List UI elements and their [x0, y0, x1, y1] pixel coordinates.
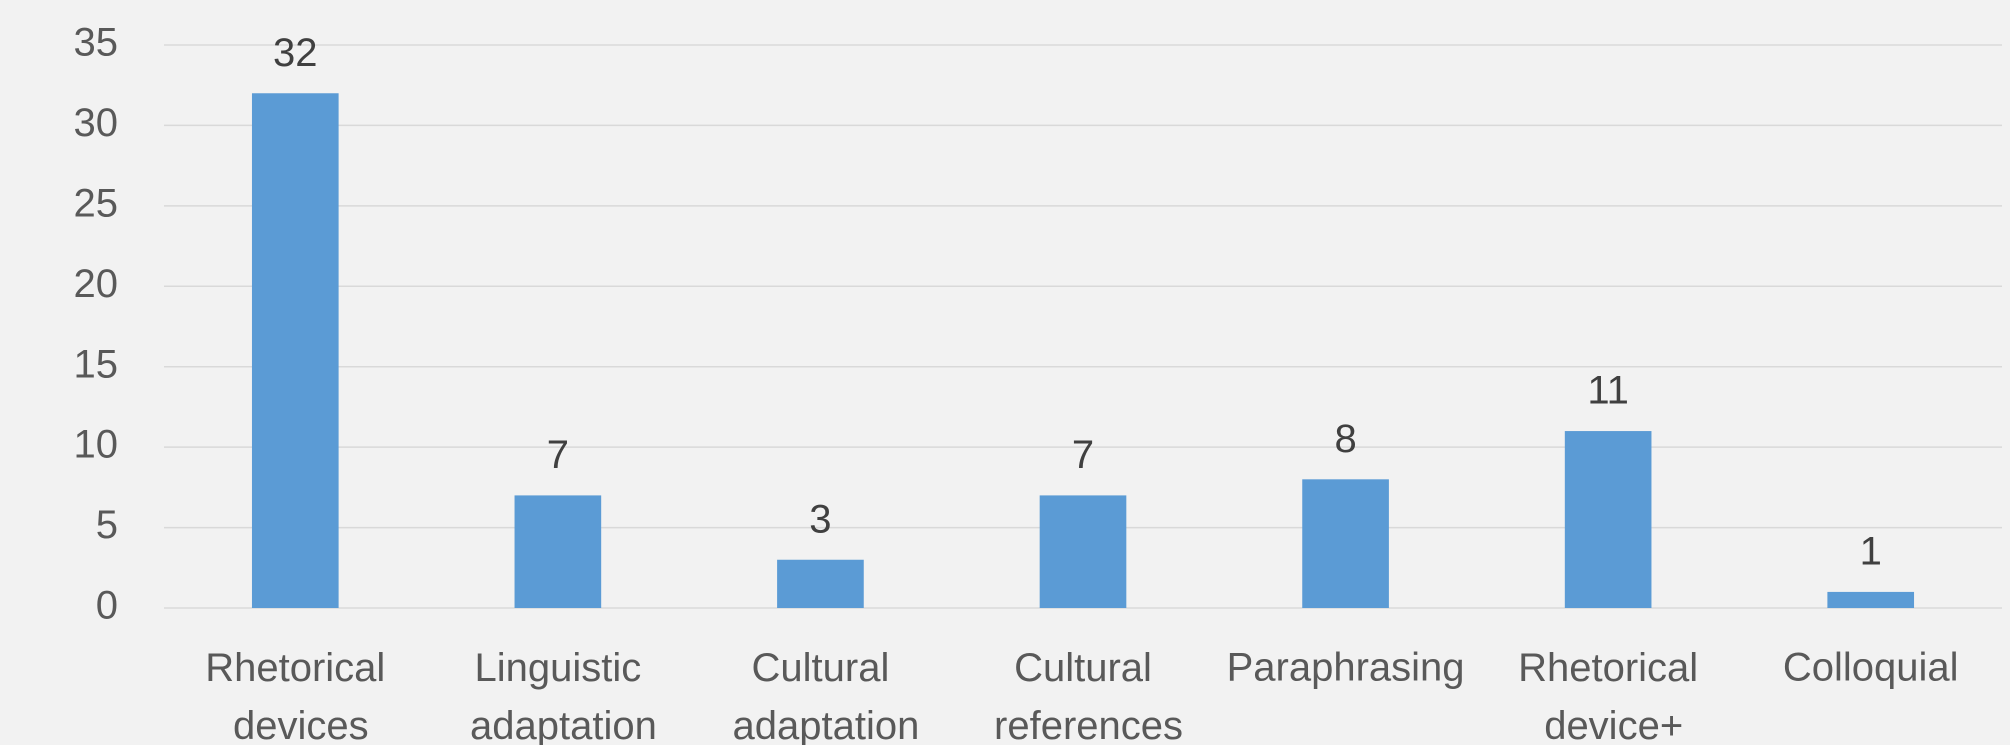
y-tick-label: 35	[74, 21, 119, 65]
x-tick-label: Colloquial	[1783, 646, 1959, 690]
data-label: 1	[1860, 529, 1882, 573]
bar	[1827, 591, 1915, 608]
bar	[514, 495, 602, 608]
x-tick-label: Rhetorical device+	[1518, 646, 1698, 745]
y-tick-label: 15	[74, 342, 119, 386]
x-tick-label: Cultural adaptation	[721, 646, 919, 745]
data-label: 7	[1072, 433, 1094, 477]
bar	[1039, 495, 1127, 608]
data-label: 7	[547, 433, 569, 477]
y-tick-label: 5	[96, 503, 118, 547]
data-label: 8	[1334, 417, 1356, 461]
data-label: 11	[1587, 369, 1629, 413]
y-tick-label: 20	[74, 262, 119, 306]
x-tick-label: Rhetorical devices	[205, 646, 385, 745]
y-tick-label: 0	[96, 584, 118, 628]
bar	[251, 93, 339, 608]
bar	[1302, 479, 1389, 608]
y-tick-label: 25	[74, 181, 119, 225]
x-tick-label: Cultural references	[983, 646, 1183, 745]
data-label: 32	[273, 31, 318, 75]
y-tick-label: 30	[74, 101, 119, 145]
bar	[777, 559, 864, 608]
x-tick-label: Paraphrasing	[1227, 646, 1465, 690]
data-label: 3	[809, 497, 831, 541]
bar	[1564, 431, 1652, 608]
x-tick-label: Linguistic adaptation	[459, 646, 657, 745]
y-tick-label: 10	[74, 423, 119, 467]
